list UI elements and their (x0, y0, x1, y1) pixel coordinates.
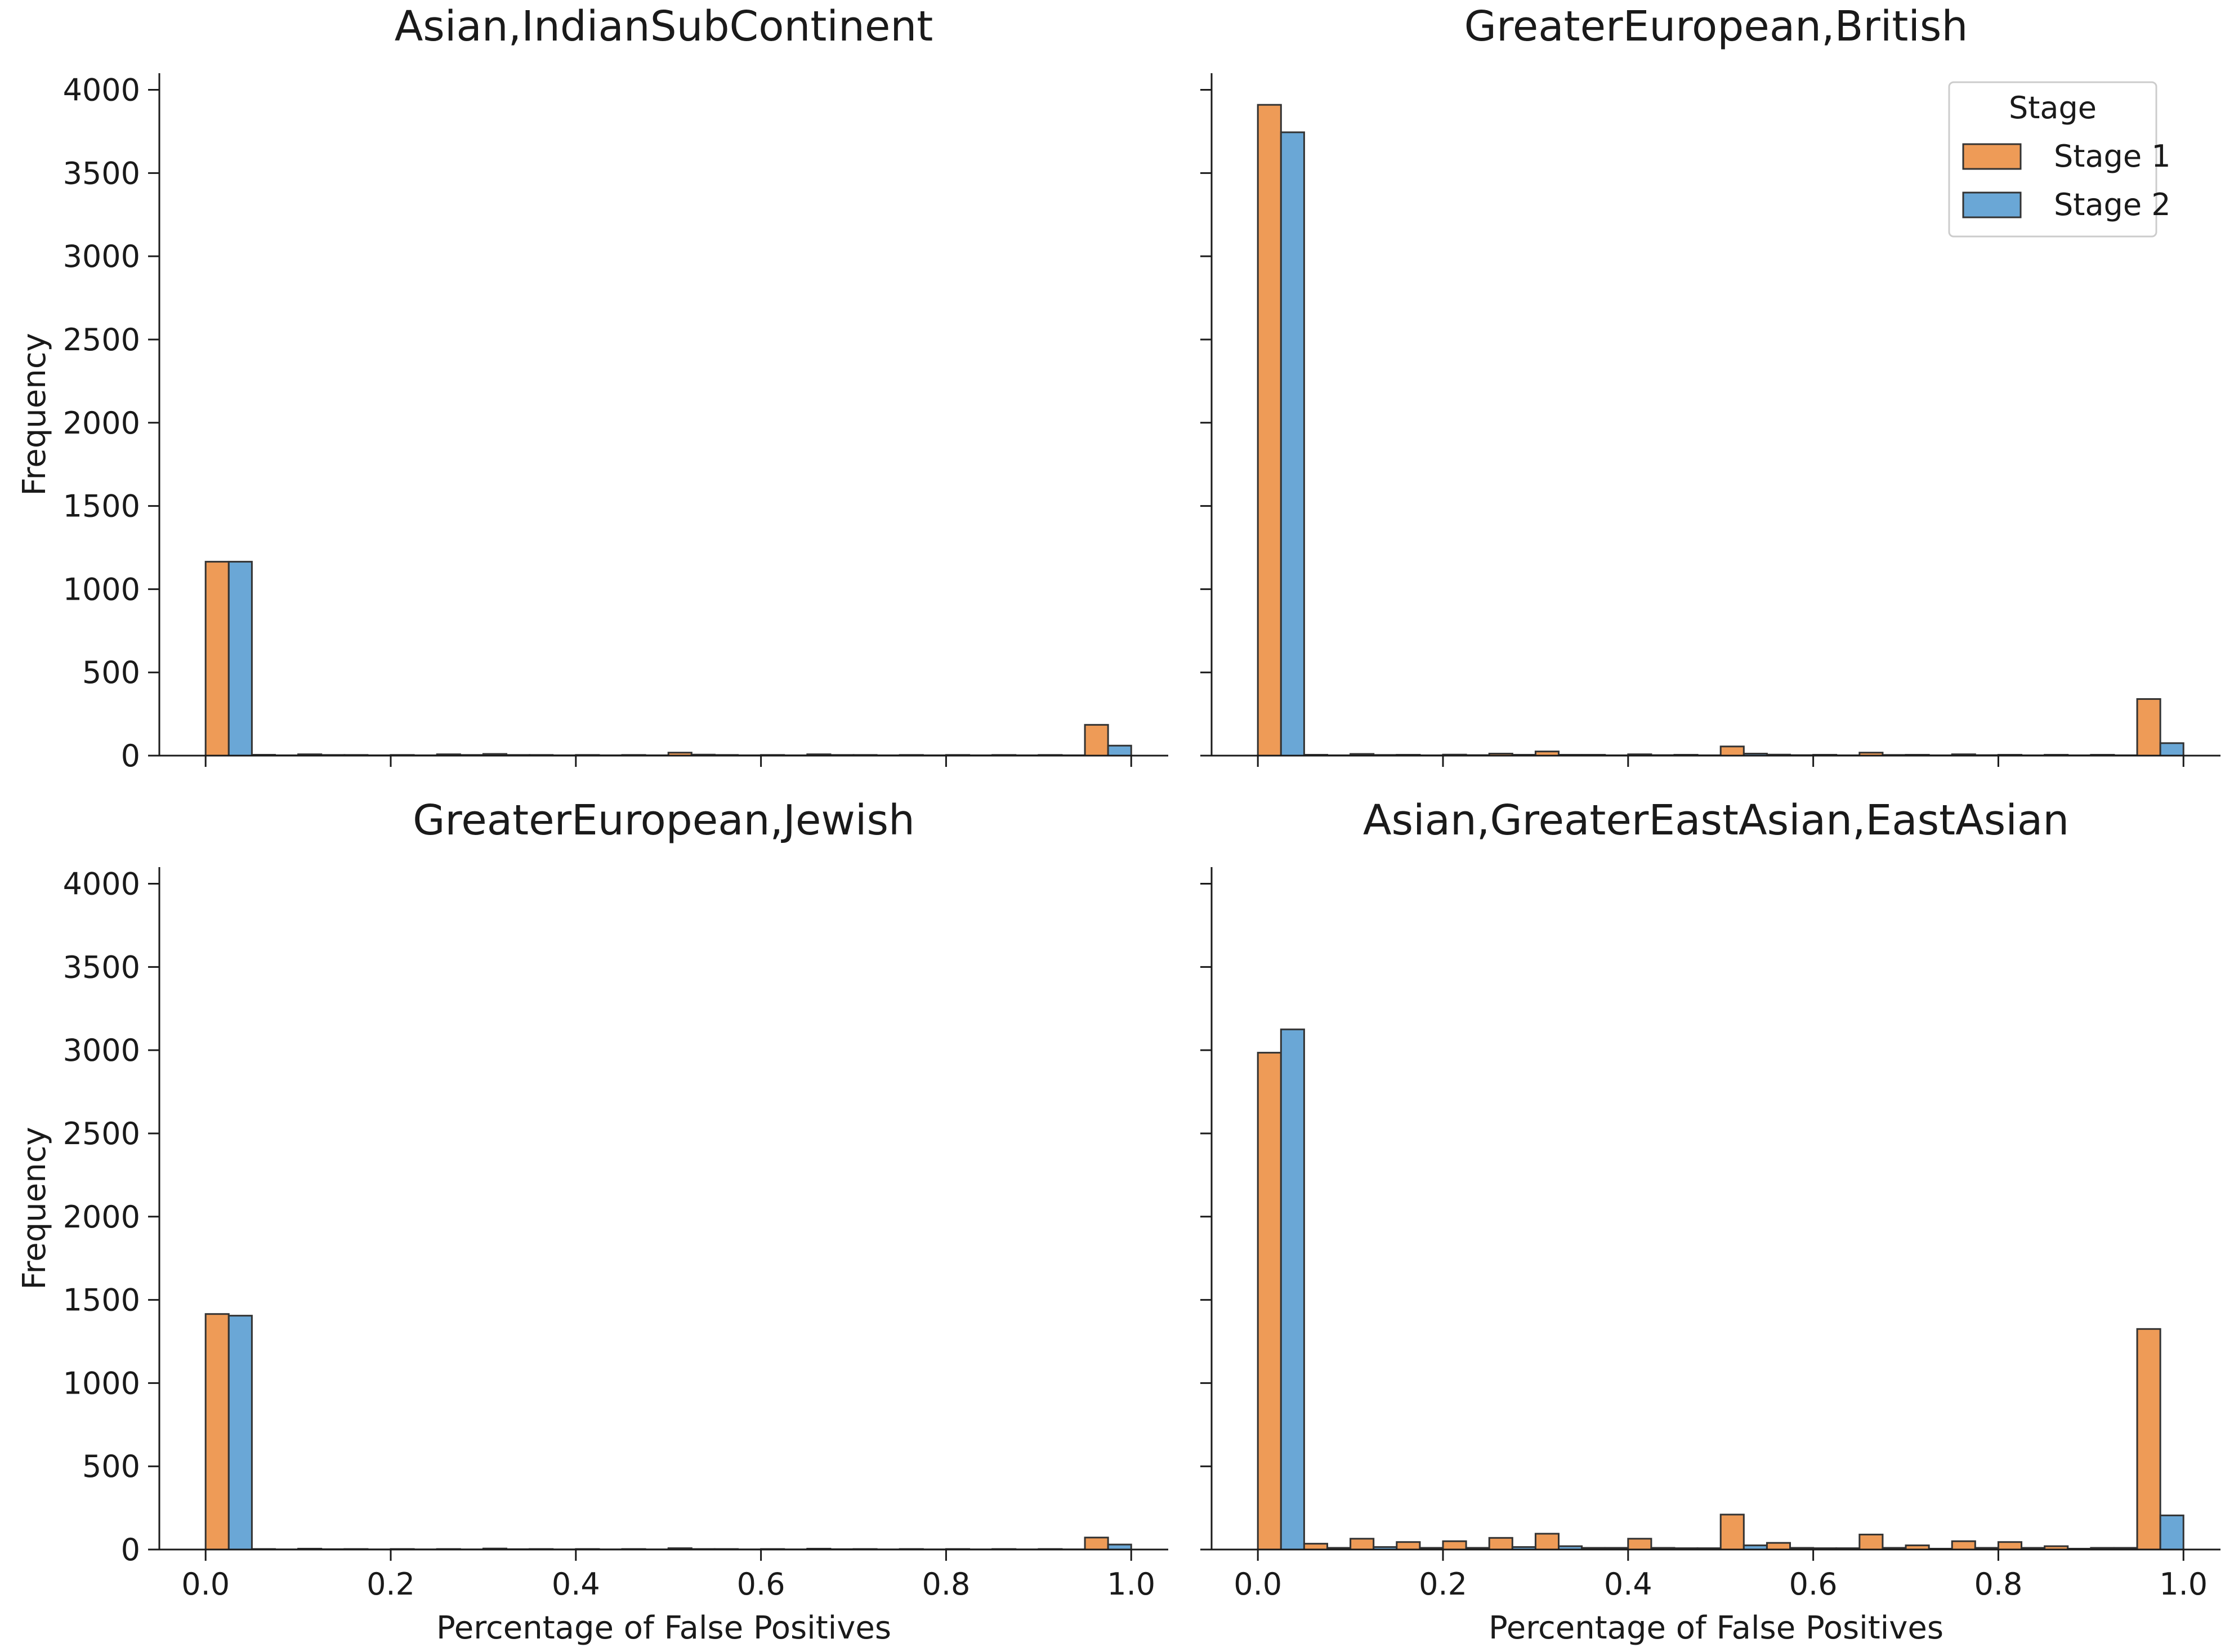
y-tick-label: 3500 (63, 949, 140, 985)
histogram-bar-stage-1 (1257, 1052, 1282, 1551)
histogram-bar-stage-1 (1951, 1540, 1976, 1551)
histogram-bar-stage-1 (1303, 1543, 1329, 1551)
y-tick-label: 1000 (63, 571, 140, 607)
x-tick-label: 1.0 (1107, 1566, 1155, 1602)
x-axis-label: Percentage of False Positives (436, 1610, 891, 1646)
legend-swatch-stage-2 (1962, 191, 2022, 218)
x-axis-label: Percentage of False Positives (1489, 1610, 1943, 1646)
x-tick-label: 0.0 (1234, 1566, 1282, 1602)
x-tick-label: 0.2 (1419, 1566, 1467, 1602)
x-tick-label: 0.8 (1974, 1566, 2022, 1602)
histogram-bar-stage-1 (1719, 1513, 1745, 1551)
histogram-bar-stage-2 (227, 561, 253, 757)
x-tick-label: 1.0 (2159, 1566, 2208, 1602)
histogram-bar-stage-1 (2136, 1328, 2161, 1551)
y-tick-label: 3000 (63, 1033, 140, 1068)
histogram-bar-stage-1 (1488, 1537, 1513, 1551)
legend: Stage Stage 1 Stage 2 (1948, 81, 2171, 238)
histogram-bar-stage-2 (227, 1315, 253, 1551)
y-tick-label: 1500 (63, 489, 140, 524)
panel-3: GreaterEuropean,Jewish 0.0 0.2 0.4 0.6 0.8 1.0… (16, 796, 1168, 1646)
histogram-bar-stage-1 (1719, 745, 1745, 757)
x-tick-label: 0.0 (181, 1566, 230, 1602)
histogram-bar-stage-2 (1107, 744, 1132, 757)
legend-title: Stage (2009, 90, 2097, 126)
histogram-bar-stage-1 (1084, 724, 1109, 757)
y-tick-label: 4000 (63, 867, 140, 902)
y-tick-label: 0 (121, 738, 140, 774)
histogram-bar-stage-1 (2136, 698, 2161, 757)
y-axis-label: Frequency (16, 1127, 53, 1289)
histogram-bar-stage-1 (204, 1313, 230, 1551)
panel-title: Asian,IndianSubContinent (395, 2, 933, 51)
legend-label-stage-2: Stage 2 (2054, 187, 2171, 222)
y-tick-label: 3000 (63, 239, 140, 274)
y-axis-label: Frequency (16, 333, 53, 495)
histogram-bar-stage-1 (1766, 1542, 1791, 1551)
histogram-bar-stage-1 (1257, 104, 1282, 757)
x-tick-label: 0.8 (922, 1566, 970, 1602)
y-tick-label: 500 (82, 655, 140, 690)
y-tick-label: 0 (121, 1532, 140, 1568)
histogram-bar-stage-2 (2159, 1514, 2184, 1551)
histogram-bar-stage-1 (1350, 1538, 1375, 1551)
x-tick-label: 0.4 (552, 1566, 600, 1602)
histogram-bar-stage-2 (2159, 742, 2184, 757)
y-tick-label: 3500 (63, 155, 140, 191)
x-tick-label: 0.6 (737, 1566, 785, 1602)
histogram-bar-stage-1 (204, 561, 230, 757)
legend-label-stage-1: Stage 1 (2054, 139, 2171, 174)
y-tick-label: 500 (82, 1449, 140, 1484)
panel-title: Asian,GreaterEastAsian,EastAsian (1363, 796, 2069, 845)
y-tick-label: 2000 (63, 1199, 140, 1235)
y-tick-label: 2000 (63, 405, 140, 441)
histogram-bar-stage-1 (1997, 1541, 2023, 1551)
histogram-bar-stage-2 (1280, 1028, 1305, 1551)
histogram-bar-stage-1 (1627, 1538, 1652, 1551)
histogram-bar-stage-1 (1534, 1533, 1560, 1551)
panel-4: Asian,GreaterEastAsian,EastAsian 0.0 0.2 0.… (1200, 796, 2220, 1646)
panel-2: GreaterEuropean,British (1200, 2, 2220, 767)
histogram-bar-stage-1 (1442, 1540, 1467, 1551)
y-tick-label: 2500 (63, 322, 140, 358)
histogram-bar-stage-1 (1396, 1541, 1421, 1551)
y-tick-label: 4000 (63, 73, 140, 108)
y-tick-label: 2500 (63, 1116, 140, 1151)
histogram-bar-stage-1 (1858, 1533, 1884, 1551)
y-tick-label: 1000 (63, 1365, 140, 1401)
x-tick-label: 0.2 (367, 1566, 415, 1602)
legend-swatch-stage-1 (1962, 143, 2022, 170)
panel-1: Asian,IndianSubContinent 0 500 1000 1500 2000… (16, 2, 1168, 774)
x-tick-label: 0.4 (1604, 1566, 1652, 1602)
histogram-bar-stage-2 (1280, 131, 1305, 757)
x-tick-label: 0.6 (1789, 1566, 1838, 1602)
panel-title: GreaterEuropean,Jewish (413, 796, 915, 845)
histogram-bar-stage-1 (1084, 1537, 1109, 1551)
panel-title: GreaterEuropean,British (1464, 2, 1968, 51)
y-tick-label: 1500 (63, 1283, 140, 1318)
